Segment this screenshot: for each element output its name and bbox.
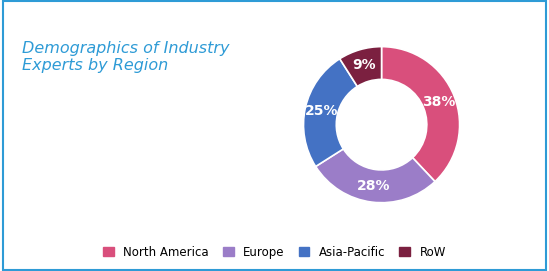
Wedge shape xyxy=(304,59,357,166)
Text: 38%: 38% xyxy=(422,95,456,109)
Text: Demographics of Industry
Experts by Region: Demographics of Industry Experts by Regi… xyxy=(22,41,229,73)
Wedge shape xyxy=(382,47,460,182)
Text: 28%: 28% xyxy=(357,179,390,193)
Legend: North America, Europe, Asia-Pacific, RoW: North America, Europe, Asia-Pacific, RoW xyxy=(99,242,450,262)
Wedge shape xyxy=(316,149,435,203)
Text: 9%: 9% xyxy=(352,59,376,72)
Wedge shape xyxy=(340,47,382,86)
Text: 25%: 25% xyxy=(305,104,338,118)
